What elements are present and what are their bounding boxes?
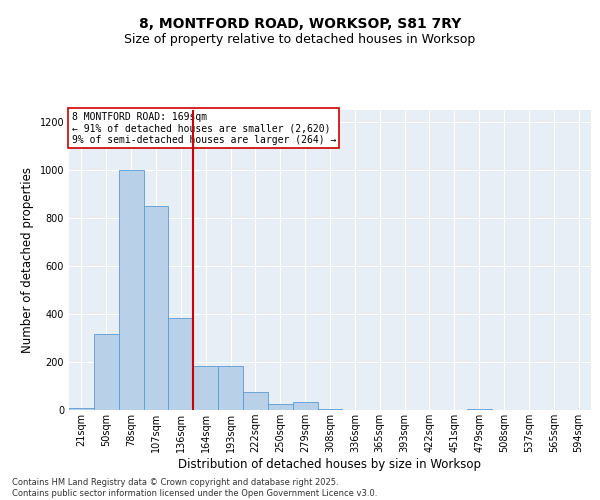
Text: 8, MONTFORD ROAD, WORKSOP, S81 7RY: 8, MONTFORD ROAD, WORKSOP, S81 7RY	[139, 18, 461, 32]
Text: Size of property relative to detached houses in Worksop: Size of property relative to detached ho…	[124, 32, 476, 46]
Bar	[69, 408, 94, 410]
Bar	[193, 366, 218, 410]
Bar	[119, 170, 143, 410]
Bar	[94, 334, 119, 410]
Y-axis label: Number of detached properties: Number of detached properties	[21, 167, 34, 353]
Text: 8 MONTFORD ROAD: 169sqm
← 91% of detached houses are smaller (2,620)
9% of semi-: 8 MONTFORD ROAD: 169sqm ← 91% of detache…	[71, 112, 336, 144]
Bar	[268, 404, 293, 410]
Bar	[467, 409, 491, 410]
X-axis label: Distribution of detached houses by size in Worksop: Distribution of detached houses by size …	[179, 458, 482, 471]
Text: Contains HM Land Registry data © Crown copyright and database right 2025.
Contai: Contains HM Land Registry data © Crown c…	[12, 478, 377, 498]
Bar	[317, 409, 343, 410]
Bar	[293, 402, 317, 410]
Bar	[143, 206, 169, 410]
Bar	[169, 318, 193, 410]
Bar	[243, 392, 268, 410]
Bar	[218, 366, 243, 410]
